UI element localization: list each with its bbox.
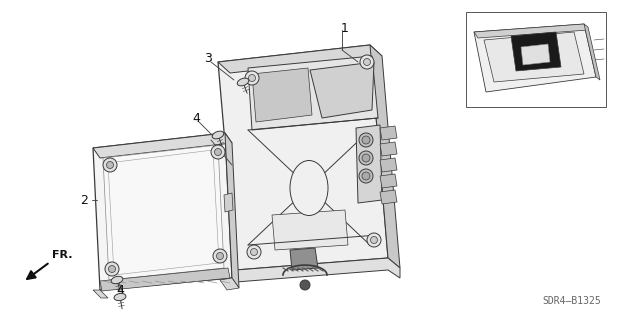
Polygon shape (100, 268, 230, 291)
Circle shape (362, 154, 370, 162)
Ellipse shape (290, 160, 328, 216)
Polygon shape (370, 45, 400, 268)
Polygon shape (225, 133, 239, 288)
Circle shape (250, 249, 257, 256)
Circle shape (371, 236, 378, 243)
Polygon shape (103, 145, 224, 280)
Polygon shape (272, 210, 348, 250)
Circle shape (216, 253, 223, 259)
Polygon shape (93, 133, 232, 158)
Circle shape (103, 158, 117, 172)
Polygon shape (218, 45, 382, 73)
Circle shape (364, 58, 371, 65)
Polygon shape (93, 133, 232, 290)
Circle shape (109, 265, 115, 272)
Polygon shape (310, 62, 374, 118)
Circle shape (211, 145, 225, 159)
Polygon shape (380, 158, 397, 172)
Circle shape (360, 55, 374, 69)
Polygon shape (474, 24, 596, 92)
Circle shape (362, 172, 370, 180)
Polygon shape (380, 174, 397, 188)
Circle shape (245, 71, 259, 85)
Text: SDR4–B1325: SDR4–B1325 (543, 296, 602, 306)
Polygon shape (511, 32, 561, 71)
Ellipse shape (114, 293, 126, 300)
Polygon shape (220, 278, 239, 290)
Text: 2: 2 (80, 194, 88, 206)
Ellipse shape (212, 131, 224, 139)
Polygon shape (521, 44, 550, 65)
Polygon shape (474, 24, 588, 38)
Polygon shape (290, 248, 318, 270)
Circle shape (359, 133, 373, 147)
Circle shape (247, 245, 261, 259)
Text: 4: 4 (192, 112, 200, 124)
Polygon shape (248, 56, 378, 130)
Circle shape (248, 75, 255, 81)
Circle shape (213, 249, 227, 263)
Polygon shape (356, 125, 382, 203)
Polygon shape (380, 142, 397, 156)
Text: 1: 1 (341, 21, 349, 34)
Circle shape (214, 149, 221, 155)
Circle shape (105, 262, 119, 276)
Text: 3: 3 (204, 51, 212, 64)
Ellipse shape (111, 276, 123, 284)
Text: 4: 4 (116, 284, 124, 296)
Circle shape (359, 169, 373, 183)
Ellipse shape (237, 78, 249, 86)
Polygon shape (93, 290, 108, 298)
Bar (466, 12, 606, 107)
Polygon shape (380, 126, 397, 140)
Polygon shape (218, 45, 388, 270)
Polygon shape (108, 150, 219, 275)
Circle shape (362, 136, 370, 144)
Circle shape (359, 151, 373, 165)
Circle shape (106, 161, 113, 168)
Polygon shape (484, 32, 584, 82)
Polygon shape (584, 24, 600, 80)
Circle shape (300, 280, 310, 290)
Polygon shape (380, 190, 397, 204)
Circle shape (367, 233, 381, 247)
Text: FR.: FR. (52, 250, 72, 260)
Polygon shape (252, 68, 312, 122)
Polygon shape (224, 258, 400, 282)
Polygon shape (224, 193, 233, 212)
